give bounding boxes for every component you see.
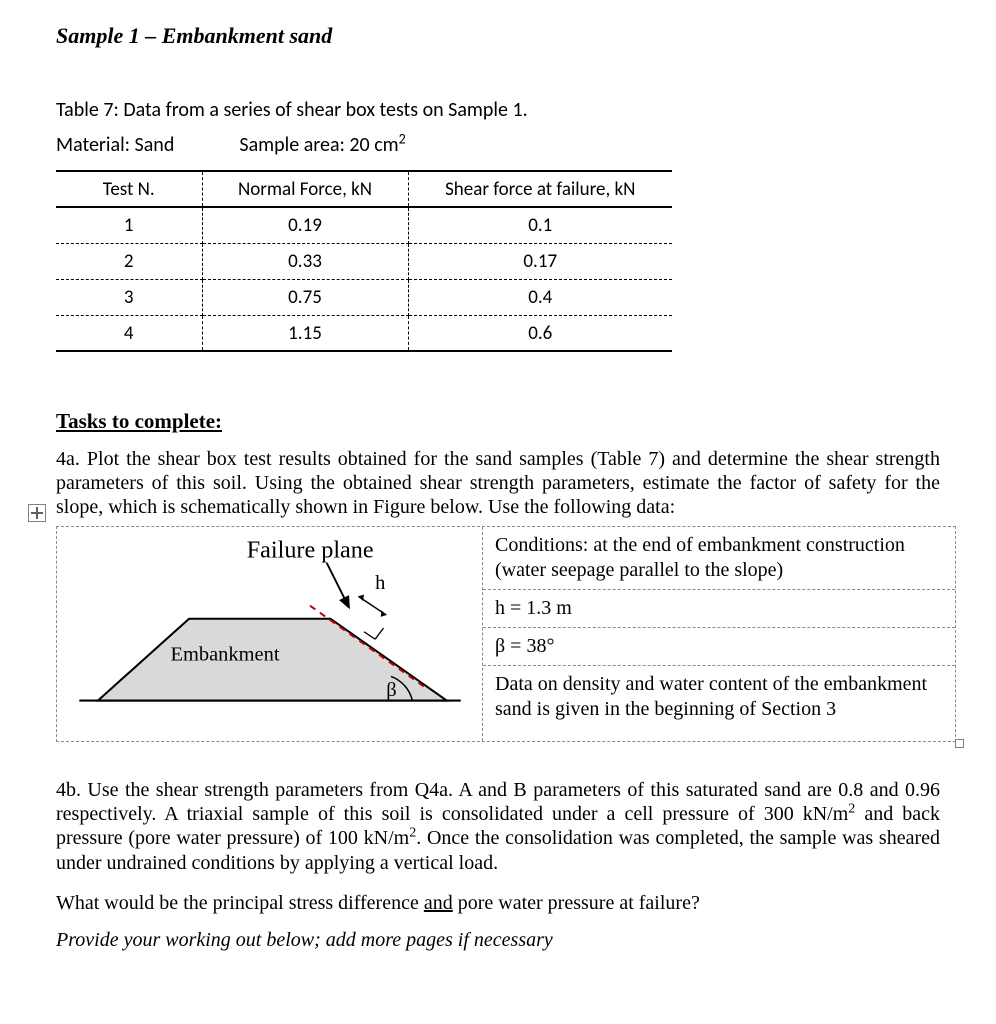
- sample-title: Sample 1 – Embankment sand: [56, 22, 940, 50]
- embankment-svg: Failure plane h Embankment: [65, 535, 475, 735]
- h-span-icon: [358, 594, 386, 639]
- col-header: Shear force at failure, kN: [408, 171, 672, 208]
- beta-label: β: [386, 679, 396, 701]
- failure-plane-arrow-icon: [326, 563, 348, 608]
- shear-box-table: Test N. Normal Force, kN Shear force at …: [56, 170, 672, 353]
- condition-cell: Conditions: at the end of embankment con…: [483, 527, 955, 590]
- material-label: Material: Sand: [56, 133, 174, 157]
- table7-meta: Material: Sand Sample area: 20 cm2: [56, 133, 940, 158]
- sample-area-label: Sample area: 20 cm2: [239, 133, 405, 157]
- figure-conditions-row: Failure plane h Embankment: [56, 526, 956, 742]
- task-4a-text: 4a. Plot the shear box test results obta…: [56, 447, 940, 520]
- embankment-figure: Failure plane h Embankment: [57, 527, 483, 741]
- conditions-column: Conditions: at the end of embankment con…: [483, 527, 955, 741]
- tasks-heading: Tasks to complete:: [56, 408, 940, 434]
- embankment-label: Embankment: [170, 643, 279, 665]
- failure-plane-label: Failure plane: [246, 536, 373, 563]
- table-row: 3 0.75 0.4: [56, 279, 672, 315]
- question-line: What would be the principal stress diffe…: [56, 891, 940, 916]
- condition-cell: β = 38°: [483, 628, 955, 666]
- closing-instruction: Provide your working out below; add more…: [56, 928, 940, 953]
- move-handle-icon[interactable]: [28, 504, 46, 522]
- table-header-row: Test N. Normal Force, kN Shear force at …: [56, 171, 672, 208]
- task-4b-text: 4b. Use the shear strength parameters fr…: [56, 778, 940, 876]
- table-row: 1 0.19 0.1: [56, 207, 672, 243]
- condition-cell: h = 1.3 m: [483, 590, 955, 628]
- col-header: Normal Force, kN: [202, 171, 408, 208]
- table7-caption: Table 7: Data from a series of shear box…: [56, 98, 940, 123]
- h-label: h: [375, 572, 385, 594]
- condition-cell: Data on density and water content of the…: [483, 666, 955, 728]
- col-header: Test N.: [56, 171, 202, 208]
- resize-handle-icon[interactable]: [955, 739, 964, 748]
- table-row: 2 0.33 0.17: [56, 244, 672, 280]
- table-row: 4 1.15 0.6: [56, 315, 672, 351]
